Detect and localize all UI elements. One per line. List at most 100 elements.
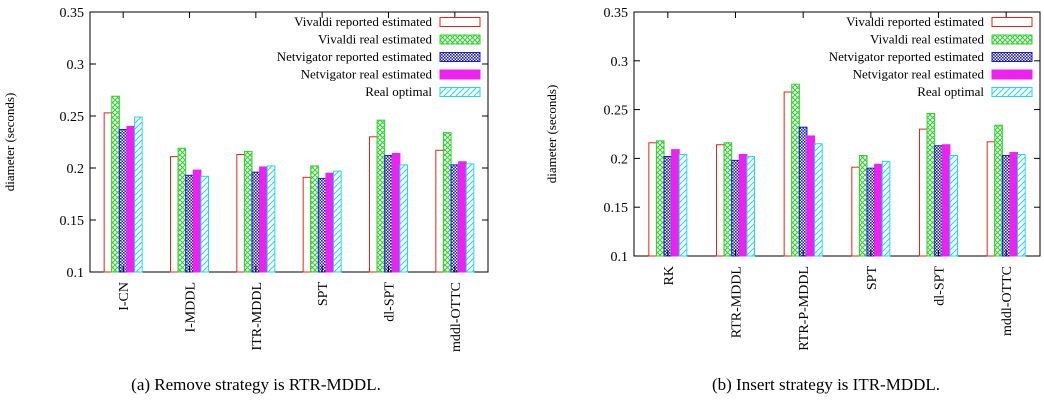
bar <box>192 169 202 273</box>
legend-label: Netvigator reported estimated <box>277 49 433 64</box>
bar <box>399 164 408 273</box>
bar <box>648 142 657 257</box>
bar <box>934 145 943 257</box>
legend-swatch <box>991 87 1033 97</box>
bar <box>866 167 876 257</box>
bar <box>746 155 756 257</box>
bar <box>333 170 342 273</box>
x-tick-label: SPT <box>865 266 880 291</box>
bar <box>450 164 460 273</box>
bar <box>302 176 312 273</box>
legend-swatch <box>439 34 481 45</box>
bar <box>1009 152 1019 257</box>
x-tick-label: SPT <box>316 282 331 307</box>
bar <box>738 153 748 257</box>
bar <box>926 113 936 257</box>
bar <box>236 153 245 273</box>
y-tick-label: 0.25 <box>604 104 629 119</box>
bar <box>384 155 393 273</box>
bar <box>103 112 113 273</box>
x-tick-label: I-MDDL <box>184 282 199 333</box>
bar <box>185 174 194 273</box>
legend-label: Netvigator real estimated <box>301 67 433 82</box>
legend-swatch <box>439 87 481 97</box>
bar <box>310 165 319 273</box>
y-tick-label: 0.3 <box>67 58 85 73</box>
bar <box>881 160 891 257</box>
bar <box>1017 153 1026 257</box>
bar <box>671 149 680 257</box>
x-tick-label: dl-SPT <box>383 282 398 322</box>
bar <box>458 161 467 273</box>
x-tick-label: ITR-MDDL <box>250 282 265 350</box>
bar <box>814 143 823 257</box>
legend-label: Vivaldi real estimated <box>870 32 985 47</box>
y-tick-label: 0.1 <box>67 266 85 281</box>
bar <box>126 125 136 273</box>
plot-frame <box>89 11 489 273</box>
bar <box>259 166 268 273</box>
legend-label: Vivaldi real estimated <box>318 32 433 47</box>
x-tick-label: dl-SPT <box>933 266 948 306</box>
figure-caption: (a) Remove strategy is RTR-MDDL. <box>131 375 381 394</box>
bar <box>716 144 725 257</box>
bar <box>949 154 959 257</box>
bar <box>243 150 253 273</box>
legend-label: Real optimal <box>917 84 984 99</box>
bar <box>1001 154 1011 257</box>
bar <box>655 140 665 257</box>
legend-swatch <box>991 34 1033 45</box>
bar <box>994 124 1003 257</box>
bar <box>111 95 120 273</box>
x-tick-label: I-CN <box>117 282 132 311</box>
x-tick-label: mddl-OTTC <box>449 282 464 352</box>
bar <box>858 154 868 257</box>
bar <box>678 153 688 257</box>
y-tick-label: 0.15 <box>60 214 85 229</box>
legend-swatch <box>991 52 1033 62</box>
y-tick-label: 0.35 <box>604 6 629 21</box>
legend-swatch <box>439 69 481 80</box>
bar <box>369 136 378 273</box>
y-tick-label: 0.1 <box>611 250 629 265</box>
bar <box>200 175 209 273</box>
legend-label: Real optimal <box>365 84 432 99</box>
legend-swatch <box>439 52 481 62</box>
bar <box>874 163 883 257</box>
y-tick-label: 0.15 <box>604 201 629 216</box>
x-tick-label: RK <box>662 266 677 285</box>
bar <box>325 172 335 273</box>
bar <box>465 163 475 273</box>
bar <box>806 135 816 257</box>
bar <box>177 147 187 273</box>
bar <box>442 132 452 273</box>
bar <box>376 119 386 273</box>
bar <box>170 156 179 273</box>
x-tick-label: mddl-OTTC <box>1000 266 1015 336</box>
bar <box>731 159 740 257</box>
bar <box>723 142 733 257</box>
y-tick-label: 0.2 <box>611 152 629 167</box>
bar <box>798 126 808 257</box>
bar <box>941 144 951 257</box>
bar <box>663 155 673 257</box>
bar <box>435 149 444 273</box>
bar <box>391 152 401 273</box>
bar <box>317 177 327 273</box>
chart-b: 0.1 0.15 0.2 0.25 0.3 0.35 diameter (seconds) R… <box>544 6 1041 394</box>
bar <box>266 165 276 273</box>
bar <box>919 128 928 257</box>
y-tick-label: 0.3 <box>611 55 629 70</box>
y-axis-label: diameter (seconds) <box>2 93 17 192</box>
y-tick-label: 0.35 <box>60 6 85 21</box>
legend-label: Netvigator reported estimated <box>829 49 985 64</box>
legend-swatch <box>991 17 1033 27</box>
y-tick-label: 0.2 <box>67 162 85 177</box>
legend-label: Vivaldi reported estimated <box>846 14 984 29</box>
bar <box>118 129 128 273</box>
bar <box>986 141 996 257</box>
bar <box>851 166 860 257</box>
bar <box>791 83 800 257</box>
bar <box>134 116 143 273</box>
